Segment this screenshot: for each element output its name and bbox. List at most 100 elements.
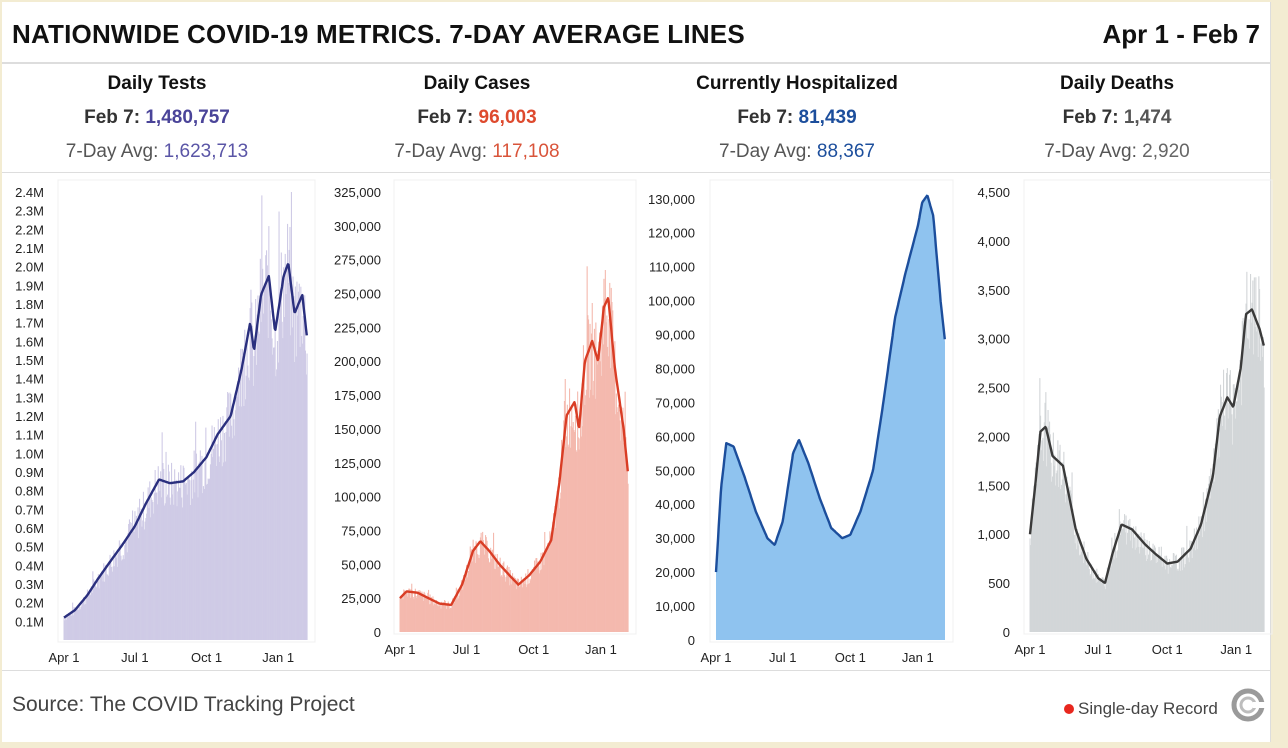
x-tick-label: Oct 1 (191, 650, 222, 665)
y-tick-label: 0.3M (15, 577, 44, 592)
daily-bar (1144, 538, 1146, 632)
daily-bar (414, 588, 416, 632)
daily-bar (522, 587, 524, 632)
daily-bar (457, 589, 459, 632)
covid-tracking-logo-icon (1231, 688, 1265, 722)
daily-bar (136, 523, 138, 640)
daily-bar (111, 567, 113, 640)
avg-number: 88,367 (816, 141, 875, 162)
daily-bar (408, 588, 410, 632)
y-tick-label: 0.5M (15, 540, 44, 555)
daily-bar (1171, 564, 1173, 632)
daily-bar (542, 552, 544, 632)
daily-bar (142, 491, 144, 640)
daily-bar (1081, 552, 1083, 632)
daily-bar (193, 450, 195, 640)
daily-bar (546, 548, 548, 632)
daily-bar (1147, 558, 1149, 632)
daily-bar (437, 601, 439, 632)
daily-bar (209, 478, 211, 640)
daily-bar (104, 581, 106, 640)
daily-bar (513, 576, 515, 632)
daily-bar (86, 589, 88, 640)
daily-bar (223, 433, 225, 640)
daily-bar (251, 302, 253, 640)
daily-bar (1063, 451, 1065, 632)
daily-bar (573, 430, 575, 632)
plot-frame (57, 179, 316, 643)
daily-bar (1219, 428, 1221, 632)
daily-bar (121, 560, 123, 640)
y-tick-label: 2,000 (977, 429, 1010, 444)
daily-bar (1112, 554, 1114, 632)
daily-bar (1090, 574, 1092, 632)
divider (2, 670, 1270, 671)
daily-bar (1062, 462, 1064, 632)
daily-bar (423, 591, 425, 632)
daily-bar (615, 393, 617, 632)
daily-bar (248, 377, 250, 640)
daily-bar (1252, 280, 1254, 632)
daily-bar (600, 341, 602, 632)
x-tick-label: Jan 1 (1220, 642, 1252, 657)
daily-bar (610, 287, 612, 632)
daily-bar (258, 331, 260, 640)
daily-bar (1196, 527, 1198, 632)
daily-bar (466, 564, 468, 632)
daily-bar (264, 285, 266, 640)
daily-bar (1065, 494, 1067, 632)
daily-bar (563, 401, 565, 632)
daily-bar (283, 267, 285, 640)
avg-line (714, 194, 946, 573)
daily-bar (431, 600, 433, 632)
daily-bar (239, 370, 241, 640)
daily-bar (590, 389, 592, 632)
daily-bar (1239, 360, 1241, 632)
daily-bar (1217, 458, 1219, 632)
daily-bar (515, 578, 517, 632)
daily-bar (583, 369, 585, 632)
daily-bar (1058, 487, 1060, 632)
daily-bar (585, 389, 587, 632)
daily-bar (1103, 578, 1105, 632)
daily-bar (1048, 426, 1050, 632)
latest-number: 81,439 (798, 107, 857, 128)
plot-frame (1023, 179, 1273, 635)
daily-bar (1078, 533, 1080, 632)
daily-bar (499, 557, 501, 632)
daily-bars (399, 266, 629, 632)
daily-bar (107, 574, 109, 640)
daily-bar (1049, 421, 1051, 632)
daily-bar (614, 341, 616, 632)
daily-bar (1103, 586, 1105, 632)
daily-bar (1180, 570, 1182, 632)
daily-bar (1260, 343, 1262, 632)
daily-bar (1253, 354, 1255, 632)
daily-bar (1247, 338, 1249, 632)
panel-title: Daily Cases (423, 73, 531, 94)
daily-bar (1187, 557, 1189, 632)
daily-bar (418, 591, 420, 632)
daily-bar (1115, 557, 1117, 632)
daily-bar (442, 604, 444, 632)
daily-bar (1211, 485, 1213, 632)
y-tick-label: 4,000 (977, 234, 1010, 249)
daily-bar (188, 479, 190, 640)
daily-bar (1213, 448, 1215, 632)
daily-bar (284, 253, 286, 640)
daily-bar (1165, 569, 1167, 632)
daily-bar (157, 504, 159, 640)
daily-bar (452, 598, 454, 632)
avg-prefix: 7-Day Avg: (719, 141, 817, 162)
daily-bar (1247, 339, 1249, 632)
daily-bar (76, 608, 78, 640)
daily-bar (1175, 555, 1177, 632)
daily-bar (523, 579, 525, 632)
daily-bar (604, 298, 606, 632)
daily-bar (531, 568, 533, 632)
daily-bar (1211, 484, 1213, 632)
daily-bar (564, 379, 566, 632)
daily-bar (1220, 396, 1222, 632)
daily-bar (1036, 484, 1038, 632)
x-tick-label: Jul 1 (769, 650, 796, 665)
